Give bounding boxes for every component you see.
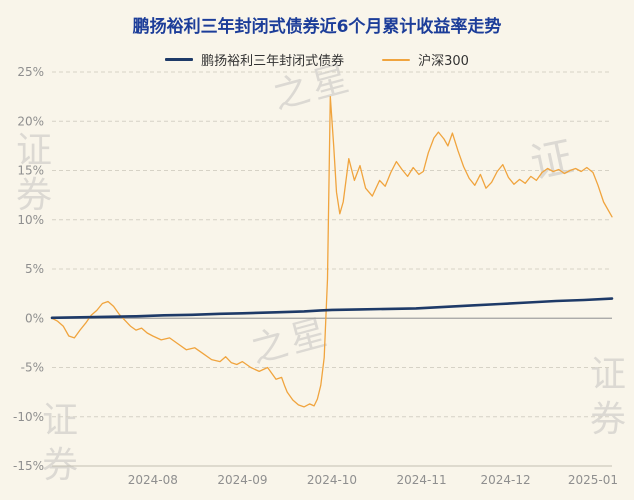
legend-label-fund: 鹏扬裕利三年封闭式债券 <box>201 54 345 69</box>
x-tick-label: 2024-11 <box>397 473 447 487</box>
y-tick-label: 20% <box>17 114 44 128</box>
legend-label-csi300: 沪深300 <box>418 54 469 69</box>
x-tick-label: 2025-01 <box>568 473 618 487</box>
legend-line-fund-icon <box>165 58 194 61</box>
chart-title: 鹏扬裕利三年封闭式债券近6个月累计收益率走势 <box>132 17 502 37</box>
y-tick-label: 25% <box>17 65 44 79</box>
legend: 鹏扬裕利三年封闭式债券 沪深300 <box>0 50 634 69</box>
y-tick-label: 15% <box>17 164 44 178</box>
legend-item-csi300: 沪深300 <box>382 50 469 69</box>
y-tick-label: -15% <box>13 459 44 473</box>
y-tick-label: -10% <box>13 410 44 424</box>
y-tick-label: -5% <box>21 361 44 375</box>
legend-line-csi300-icon <box>382 58 411 61</box>
series-line-csi300 <box>51 95 613 408</box>
x-tick-label: 2024-12 <box>481 473 531 487</box>
x-tick-label: 2024-09 <box>217 473 267 487</box>
y-tick-label: 5% <box>25 262 44 276</box>
y-tick-label: 10% <box>17 213 44 227</box>
legend-item-fund: 鹏扬裕利三年封闭式债券 <box>165 50 344 69</box>
y-tick-label: 0% <box>25 311 44 325</box>
x-tick-label: 2024-08 <box>128 473 178 487</box>
series-line-fund <box>50 297 614 320</box>
x-tick-label: 2024-10 <box>307 473 357 487</box>
